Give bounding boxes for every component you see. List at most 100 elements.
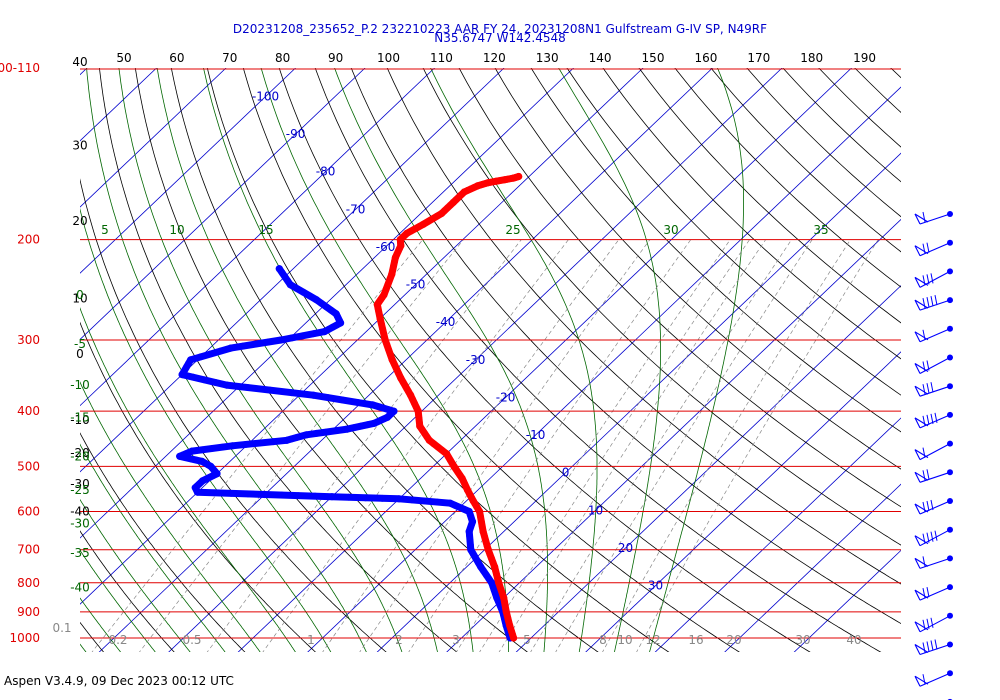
dewpoint-point — [207, 350, 215, 358]
dry-adiabat-line — [530, 68, 901, 433]
dry-adiabat-line — [746, 68, 901, 218]
wind-barb-flag — [914, 245, 921, 256]
wind-barb-flag — [914, 276, 929, 286]
dry-adiabat-line — [890, 68, 901, 79]
isotherm-label: -40 — [436, 315, 456, 329]
dewpoint-point — [421, 497, 428, 505]
isotherm-line — [80, 68, 435, 407]
moist-adiabat-left-label: -10 — [70, 378, 90, 392]
moist-adiabat-line — [118, 68, 403, 652]
wind-barb-feather — [930, 273, 934, 284]
chart-title-line-1: D20231208_235652_P.2 232210223 AAR FY 24… — [233, 22, 767, 36]
dewpoint-point — [210, 489, 218, 497]
mixing-ratio-label: 20 — [726, 633, 741, 647]
wind-barb-flag — [914, 558, 921, 569]
isotherm-label: -50 — [406, 278, 426, 292]
dry-adiabat-label: 20 — [72, 214, 87, 228]
wind-barb-feather — [922, 642, 926, 653]
wind-barb-flag — [914, 589, 921, 601]
top-scale-label: 190 — [853, 51, 876, 65]
wind-barb-feather — [930, 499, 934, 511]
dry-adiabat-label: -10 — [70, 413, 90, 427]
top-scale-label: 130 — [536, 51, 559, 65]
dry-adiabat-line — [422, 68, 901, 546]
mixing-ratio-label: 0.2 — [108, 633, 127, 647]
moist-adiabat-line — [80, 498, 191, 652]
wind-barb-flag — [914, 449, 921, 460]
dewpoint-point — [208, 445, 216, 452]
isotherm-line — [307, 86, 901, 652]
dewpoint-point — [310, 330, 318, 338]
wind-barb-flag — [914, 331, 921, 343]
wind-barb-feather — [922, 329, 926, 340]
isotherm-label: -10 — [526, 428, 546, 442]
dewpoint-point — [370, 419, 378, 427]
chart-title-line-2: N35.6747 W142.4548 — [434, 31, 566, 45]
mixing-ratio-line — [455, 239, 731, 652]
wind-barb-flag — [914, 213, 929, 223]
mixing-ratio-label: 8 — [599, 633, 607, 647]
isotherm-line — [376, 152, 901, 652]
wind-barb-feather — [922, 361, 926, 372]
dry-adiabat-line — [80, 432, 246, 652]
mixing-ratio-line — [530, 239, 792, 652]
dewpoint-point — [189, 373, 197, 381]
wind-barb-flag — [914, 277, 921, 288]
moist-adiabat-line — [649, 68, 744, 652]
moist-adiabat-label: 15 — [258, 223, 273, 237]
dewpoint-point — [178, 371, 186, 379]
moist-adiabat-left-label: -35 — [70, 546, 90, 560]
dewpoint-point — [197, 353, 205, 361]
isotherm-line — [80, 68, 505, 473]
pressure-label-500: 500 — [17, 459, 40, 473]
mixing-ratio-label: 2 — [395, 633, 403, 647]
wind-barb-feather — [922, 211, 926, 223]
software-version-footer: Aspen V3.4.9, 09 Dec 2023 00:12 UTC — [4, 674, 234, 688]
wind-barb-flag — [914, 299, 921, 311]
dewpoint-point — [323, 428, 331, 436]
dewpoint-point — [379, 404, 387, 412]
dry-adiabat-label: 40 — [72, 55, 87, 69]
wind-barb-flag — [914, 471, 929, 481]
dewpoint-point — [306, 292, 314, 300]
isotherm-label: 0 — [562, 466, 570, 480]
isotherm-line — [80, 68, 366, 340]
dry-adiabat-line — [494, 68, 901, 470]
wind-barb-feather — [922, 275, 926, 286]
top-scale-label: 60 — [169, 51, 184, 65]
moist-adiabat-left-label: -20 — [70, 449, 90, 463]
isotherm-line — [446, 218, 901, 652]
mixing-ratio-label: 30 — [795, 633, 810, 647]
dewpoint-point — [299, 332, 307, 340]
dewpoint-point — [261, 490, 269, 499]
wind-barb-feather — [922, 384, 926, 395]
moist-adiabat-line — [334, 68, 548, 652]
wind-barb-flag — [914, 417, 921, 429]
wind-barb-staff — [919, 643, 951, 656]
mixing-ratio-label: 16 — [688, 633, 703, 647]
dry-adiabat-line — [782, 68, 901, 183]
dry-adiabat-line — [818, 68, 901, 148]
dewpoint-point — [278, 491, 285, 499]
wind-barb-feather — [922, 447, 926, 458]
isotherm-line — [0, 68, 18, 659]
moist-adiabat-left-label: -40 — [70, 580, 90, 594]
moist-adiabat-line — [80, 443, 226, 652]
isotherm-line — [80, 68, 296, 274]
wind-barb-staff — [919, 213, 951, 225]
isotherm-label: 20 — [618, 541, 633, 555]
dry-adiabat-line — [710, 68, 901, 253]
dewpoint-point — [187, 455, 195, 463]
mixing-ratio-label: 12 — [645, 633, 660, 647]
dewpoint-point — [252, 340, 260, 348]
wind-barb-feather — [922, 501, 926, 513]
isotherm-label: -80 — [316, 165, 336, 179]
dry-adiabat-line — [314, 68, 882, 652]
dewpoint-point — [362, 494, 369, 502]
dewpoint-point — [288, 389, 296, 397]
dewpoint-point — [288, 334, 296, 342]
wind-barb-feather — [930, 413, 934, 424]
wind-barb-feather — [934, 639, 938, 650]
wind-barb-feather — [934, 412, 938, 423]
dewpoint-point — [219, 443, 226, 451]
